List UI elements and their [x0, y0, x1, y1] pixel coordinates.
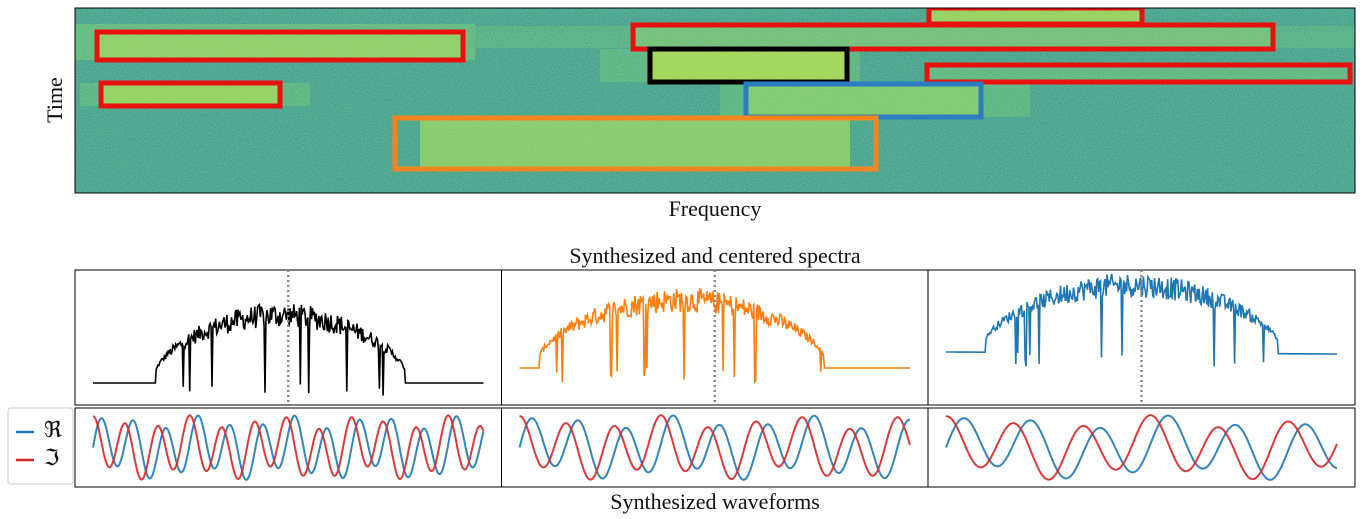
legend-label: ℑ	[44, 445, 59, 470]
waveforms-title: Synthesized waveforms	[610, 489, 820, 514]
waveform-line	[519, 414, 911, 481]
waveform-line	[92, 414, 485, 481]
waveform-line	[92, 414, 485, 481]
waveform-frame	[927, 407, 1356, 488]
waveform-line	[946, 414, 1338, 481]
spectra-title: Synthesized and centered spectra	[569, 243, 861, 268]
spectrum-line	[93, 302, 484, 396]
legend-box	[7, 407, 74, 485]
legend-label: ℜ	[44, 417, 62, 442]
plots: ℜℑ	[16, 269, 1356, 488]
spectrogram-frame	[74, 7, 1356, 194]
spectrogram	[75, 8, 1355, 193]
x-axis-label: Frequency	[669, 196, 762, 221]
spectrum-line	[946, 273, 1337, 367]
waveform-line	[945, 414, 1338, 481]
y-axis-label: Time	[42, 77, 67, 123]
waveform-line	[518, 414, 911, 481]
